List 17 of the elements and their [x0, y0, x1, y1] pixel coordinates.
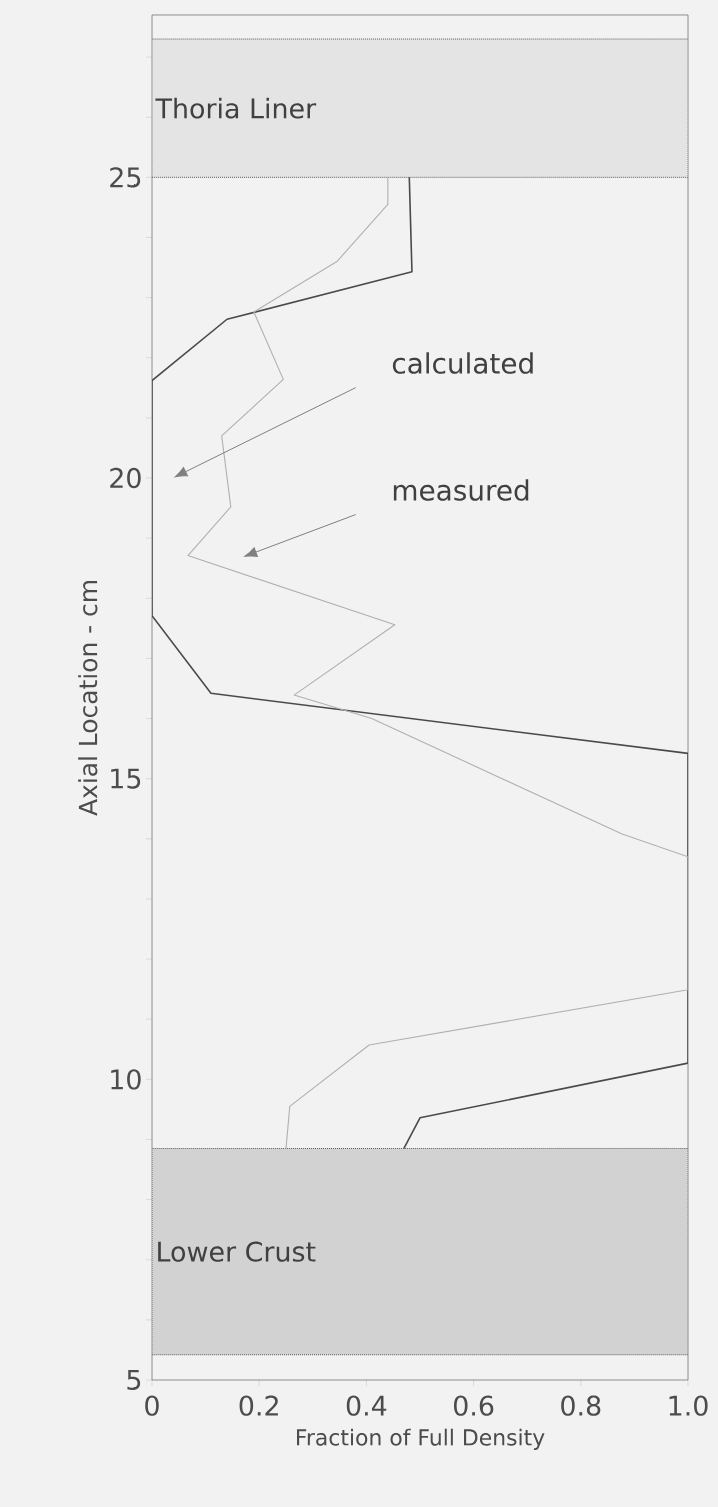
annotation: measured — [393, 479, 529, 501]
y-tick-label: 20 — [110, 467, 141, 489]
y-tick-label: 15 — [111, 768, 141, 789]
x-tick-label: 1.0 — [669, 1395, 708, 1416]
x-tick-label: 0.6 — [454, 1395, 494, 1416]
x-tick-label: 0 — [145, 1395, 159, 1416]
x-tick-label: 0.4 — [346, 1395, 387, 1416]
y-tick-label: 10 — [111, 1069, 141, 1090]
band-label: Lower Crust — [158, 1241, 316, 1262]
band-label: Thoria Liner — [155, 97, 317, 119]
y-axis-title: Axial Location - cm — [78, 581, 98, 816]
x-axis-title: Fraction of Full Density — [297, 1428, 545, 1450]
y-tick-label: 5 — [127, 1370, 141, 1390]
y-tick-label: 25 — [110, 167, 141, 188]
x-tick-label: 0.8 — [561, 1395, 601, 1416]
x-tick-label: 0.2 — [239, 1395, 278, 1416]
annotation: calculated — [392, 352, 533, 374]
